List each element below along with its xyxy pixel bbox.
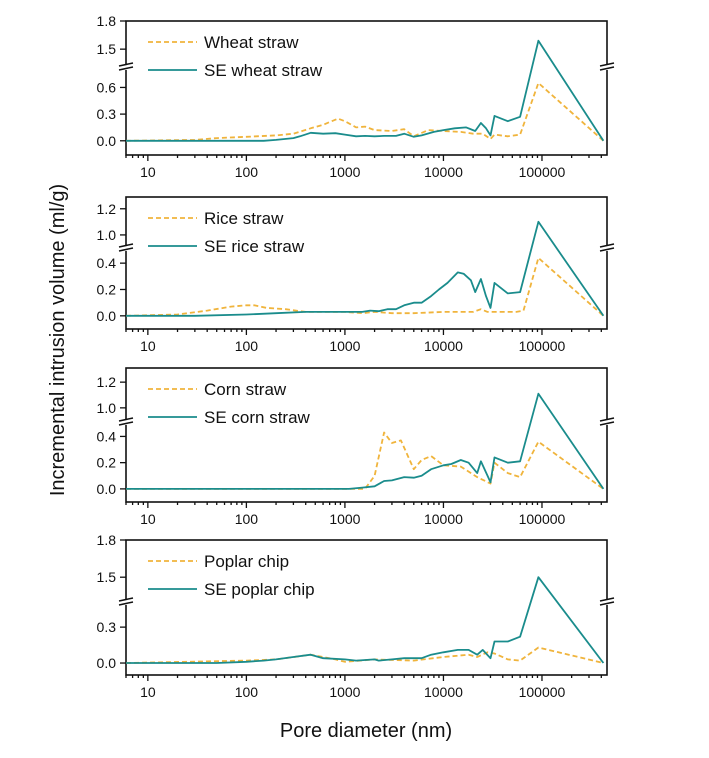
y-tick-label: 0.0 [97,133,117,149]
axis-break-gap [121,64,131,70]
x-tick-label: 10000 [424,338,463,354]
series-line-se-rice-straw [126,220,605,317]
x-tick-label: 10 [140,511,156,527]
x-tick-label: 10 [140,164,156,180]
x-tick-label: 100000 [519,684,566,700]
axis-break-mark [118,62,134,71]
axis-break-mark [599,62,615,71]
axis-break-mark [118,597,134,606]
x-tick-label: 100000 [519,164,566,180]
x-tick-label: 1000 [329,684,360,700]
y-tick-label: 0.0 [97,481,117,497]
x-tick-label: 100 [235,164,259,180]
axis-break-gap [602,64,612,70]
panel-3: 10 100 1000 10000 100000 0.0 0.2 0.4 1.0 1.2 Corn … [97,367,615,527]
y-tick-label: 0.0 [97,308,117,324]
plot-frame [125,20,608,156]
axis-break-mark [118,243,134,252]
plot-frame [125,539,608,676]
plot-frame [125,367,608,503]
axis-break-gap [602,419,612,425]
panel-1: 10 100 1000 10000 100000 0.0 0.3 0.6 1.5 1.8 Wheat… [97,13,615,180]
legend-label: SE rice straw [204,237,305,256]
axis-break-gap [121,419,131,425]
y-tick-label: 0.3 [97,106,117,122]
x-tick-label: 10 [140,684,156,700]
y-tick-label: 1.2 [97,201,117,217]
x-tick-label: 1000 [329,338,360,354]
series-line-se-corn-straw [126,392,605,490]
y-tick-label: 0.4 [97,255,117,271]
y-tick-label: 0.2 [97,281,117,297]
axis-break-gap [602,245,612,251]
legend-label: Poplar chip [204,552,289,571]
panel-2: 10 100 1000 10000 100000 0.0 0.2 0.4 1.0 1.2 Rice … [97,196,615,354]
legend-label: SE wheat straw [204,61,323,80]
plot-frame [125,196,608,330]
y-tick-label: 1.5 [97,41,117,57]
series-line-se-wheat-straw [126,39,605,142]
x-tick-label: 1000 [329,164,360,180]
legend-label: Rice straw [204,209,284,228]
y-tick-label: 1.8 [97,13,117,29]
y-tick-label: 0.0 [97,655,117,671]
x-tick-label: 100000 [519,511,566,527]
series-line-corn-straw [126,431,604,490]
y-tick-label: 1.5 [97,569,117,585]
legend-label: SE corn straw [204,408,311,427]
axis-break-mark [599,243,615,252]
y-tick-label: 1.2 [97,374,117,390]
series-line-wheat-straw [125,82,604,142]
y-tick-label: 0.6 [97,79,117,95]
axis-break-mark [599,417,615,426]
x-axis-title: Pore diameter (nm) [280,720,452,742]
axis-break-mark [118,417,134,426]
x-tick-label: 10000 [424,684,463,700]
y-tick-label: 1.0 [97,400,117,416]
x-tick-label: 100000 [519,338,566,354]
y-tick-label: 0.4 [97,428,117,444]
legend-label: SE poplar chip [204,580,315,599]
y-tick-label: 0.2 [97,455,117,471]
y-tick-label: 1.0 [97,227,117,243]
y-tick-label: 1.8 [97,532,117,548]
series-line-se-poplar-chip [126,576,605,664]
x-tick-label: 100 [235,684,259,700]
x-tick-label: 100 [235,511,259,527]
x-tick-label: 10 [140,338,156,354]
x-tick-label: 10000 [424,511,463,527]
axis-break-gap [602,599,612,605]
panel-4: 10 100 1000 10000 100000 0.0 0.3 1.5 1.8 Poplar c… [97,532,615,700]
x-tick-label: 10000 [424,164,463,180]
axis-break-gap [121,245,131,251]
y-axis-title: Incremental intrusion volume (ml/g) [47,184,69,496]
y-tick-label: 0.3 [97,619,117,635]
legend-label: Wheat straw [204,33,299,52]
axis-break-gap [121,599,131,605]
axis-break-mark [599,597,615,606]
x-tick-label: 1000 [329,511,360,527]
legend-label: Corn straw [204,380,287,399]
series-line-rice-straw [125,256,604,317]
x-tick-label: 100 [235,338,259,354]
